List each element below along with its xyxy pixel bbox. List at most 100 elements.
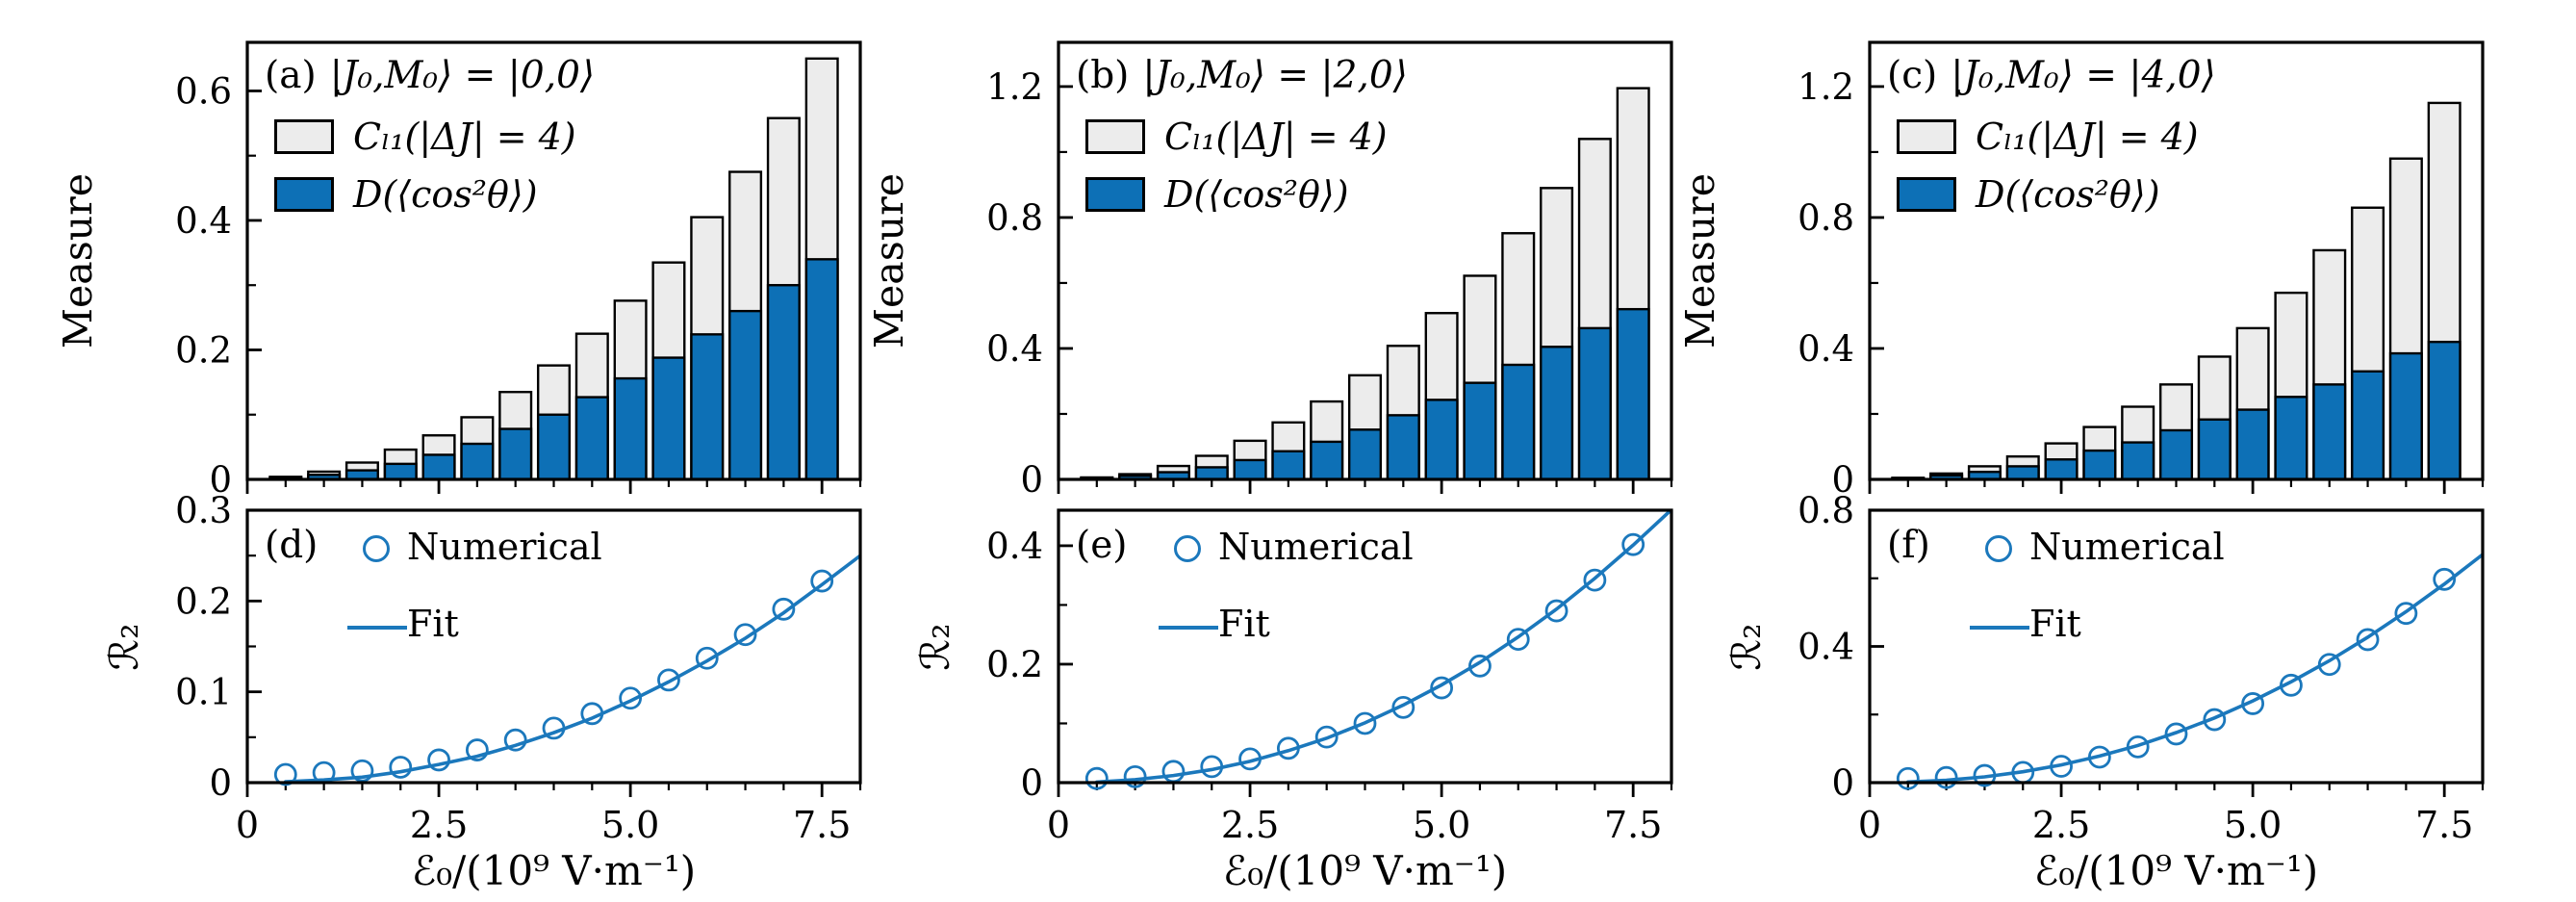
- x-axis-label: ℰ₀/(10⁹ V·m⁻¹): [1222, 847, 1508, 894]
- legend-label-d: D(⟨cos²θ⟩): [1164, 173, 1349, 216]
- y-tick-label: 0.4: [175, 200, 232, 242]
- numerical-marker: [2087, 745, 2111, 769]
- y-tick-label: 0.8: [1798, 197, 1854, 239]
- bar-d: [1501, 363, 1536, 481]
- plot-d: 0 2.5 5.0 7.5 0 0.1 0.2 0.3: [175, 490, 862, 846]
- bar-d: [2274, 396, 2308, 481]
- numerical-marker: [695, 646, 719, 670]
- panel-b: 0 0.4 0.8 1.2 (b) |J₀,M₀⟩ = |2,0⟩ Cₗ₁(|ΔJ| =…: [866, 40, 1673, 501]
- y-tick-label: 0: [1020, 762, 1043, 804]
- x-axis-label: ℰ₀/(10⁹ V·m⁻¹): [411, 847, 697, 894]
- y-tick-label: 0.3: [175, 490, 232, 531]
- x-tick-label: 7.5: [793, 804, 851, 846]
- bar-d: [2197, 418, 2232, 481]
- panel-title: (c) |J₀,M₀⟩ = |4,0⟩: [1887, 54, 2216, 97]
- y-tick-label: 0: [209, 762, 232, 804]
- bar-d: [1194, 466, 1229, 481]
- y-tick-label: 0.1: [175, 672, 232, 713]
- numerical-marker: [810, 569, 834, 593]
- bar-d: [613, 376, 648, 481]
- numerical-marker: [350, 759, 374, 783]
- y-tick-label: 0.4: [1798, 328, 1854, 370]
- axes-frame: [1057, 40, 1673, 481]
- panel-label: (a): [265, 54, 317, 97]
- bar-legend: Cₗ₁(|ΔJ| = 4) D(⟨cos²θ⟩): [1085, 108, 1388, 223]
- bar-legend: Cₗ₁(|ΔJ| = 4) D(⟨cos²θ⟩): [1897, 108, 2199, 223]
- bar-d: [574, 396, 609, 481]
- numerical-marker: [1353, 711, 1377, 735]
- numerical-marker: [1621, 532, 1645, 556]
- legend-label-numerical: Numerical: [1218, 526, 1414, 568]
- legend-label-cl1: Cₗ₁(|ΔJ| = 4): [353, 116, 576, 158]
- panel-a-canvas: 0 0.2 0.4 0.6: [175, 40, 862, 501]
- panel-state-label: |J₀,M₀⟩ = |0,0⟩: [329, 54, 596, 97]
- bar-d: [804, 258, 839, 481]
- legend-swatch-d: [1897, 177, 1956, 212]
- legend-item-cl1: Cₗ₁(|ΔJ| = 4): [1897, 108, 2199, 166]
- legend-swatch-cl1: [274, 119, 334, 154]
- legend-label-numerical: Numerical: [407, 526, 602, 568]
- panel-state-label: |J₀,M₀⟩ = |2,0⟩: [1142, 54, 1408, 97]
- axes-frame: [245, 508, 862, 785]
- bar-d: [383, 462, 418, 481]
- bar-d: [651, 356, 686, 481]
- legend-circle-marker-icon: [363, 535, 390, 562]
- bar-d: [460, 442, 495, 481]
- bar-d: [2005, 465, 2040, 481]
- y-tick-label: 0.2: [175, 580, 232, 622]
- numerical-marker: [657, 668, 680, 692]
- bar-d: [1577, 326, 1612, 481]
- bar-d: [1271, 450, 1306, 481]
- panel-state-label: |J₀,M₀⟩ = |4,0⟩: [1951, 54, 2216, 97]
- panel-label: (d): [265, 524, 319, 567]
- bar-d: [2312, 383, 2347, 481]
- numerical-marker: [2317, 653, 2341, 677]
- bar-d: [498, 427, 533, 481]
- x-tick-label: 0: [236, 804, 259, 846]
- legend-swatch-cl1: [1085, 119, 1145, 154]
- legend-item-d: D(⟨cos²θ⟩): [274, 166, 576, 223]
- numerical-marker: [619, 686, 643, 710]
- numerical-marker: [503, 728, 527, 752]
- x-tick-label: 7.5: [1604, 804, 1662, 846]
- y-tick-label: 1.2: [1798, 66, 1854, 108]
- numerical-marker: [465, 738, 489, 761]
- numerical-marker: [1506, 628, 1530, 652]
- numerical-marker: [1430, 676, 1454, 700]
- panel-title: (b) |J₀,M₀⟩ = |2,0⟩: [1076, 54, 1408, 97]
- numerical-marker: [2050, 755, 2073, 778]
- fit-line: [1095, 510, 1671, 783]
- plot-a: 0 0.2 0.4 0.6: [175, 40, 862, 501]
- numerical-marker: [772, 597, 796, 621]
- legend-line-marker-icon: [1970, 626, 2029, 630]
- y-tick-label: 0.8: [986, 197, 1043, 239]
- numerical-marker: [1896, 766, 1920, 790]
- fit-line: [284, 554, 860, 783]
- numerical-marker: [2203, 708, 2227, 732]
- plot-c: 0 0.4 0.8 1.2: [1798, 40, 2485, 501]
- bar-d: [1233, 458, 1267, 481]
- plot-f: 0 2.5 5.0 7.5 0 0.4 0.8: [1798, 490, 2485, 846]
- panel-a: 0 0.2 0.4 0.6 (a) |J₀,M₀⟩ = |0,0⟩ Cₗ₁(|ΔJ| =…: [55, 40, 862, 501]
- x-tick-label: 5.0: [1413, 804, 1470, 846]
- bar-d: [766, 284, 801, 481]
- panel-label: (e): [1076, 524, 1128, 567]
- bar-legend: Cₗ₁(|ΔJ| = 4) D(⟨cos²θ⟩): [274, 108, 576, 223]
- y-tick-label: 0: [209, 459, 232, 501]
- legend-circle-marker-icon: [1985, 535, 2012, 562]
- x-tick-label: 2.5: [2032, 804, 2090, 846]
- panel-d-canvas: 0 2.5 5.0 7.5 0 0.1 0.2 0.3: [175, 490, 862, 846]
- panel-f: 0 2.5 5.0 7.5 0 0.4 0.8 (f) Numerical Fit ℛ₂ ℰ…: [1723, 490, 2485, 894]
- numerical-marker: [2280, 673, 2303, 697]
- legend-label-fit: Fit: [2029, 603, 2081, 645]
- y-axis-label-r2: ℛ₂: [912, 622, 958, 671]
- legend-label-fit: Fit: [407, 603, 459, 645]
- bar-d: [1463, 381, 1497, 481]
- numerical-marker: [1934, 765, 1958, 789]
- numerical-marker: [427, 748, 450, 772]
- axes-frame: [1868, 508, 2485, 785]
- x-tick-label: 2.5: [410, 804, 468, 846]
- bar-d: [1616, 307, 1650, 481]
- legend-item-cl1: Cₗ₁(|ΔJ| = 4): [274, 108, 576, 166]
